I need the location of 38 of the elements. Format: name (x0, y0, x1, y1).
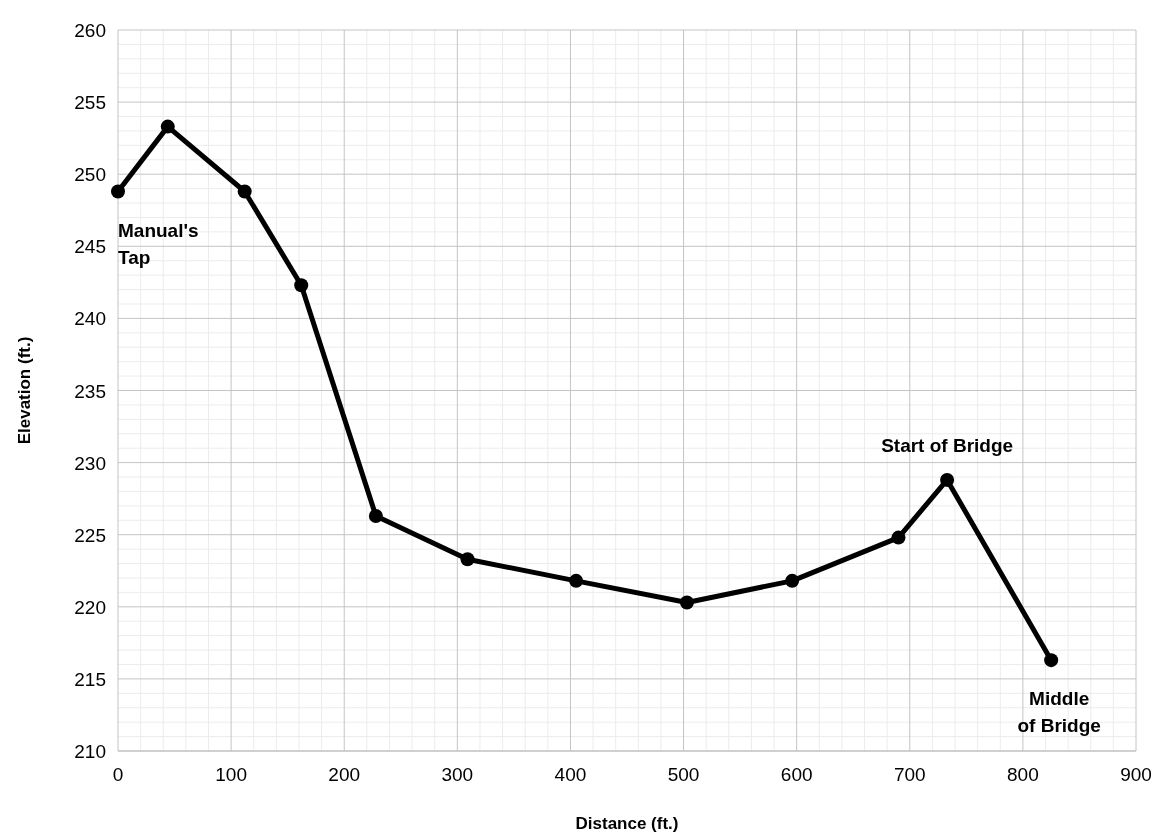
y-axis-title: Elevation (ft.) (15, 336, 34, 445)
x-axis-title: Distance (ft.) (575, 814, 679, 833)
y-tick-label: 220 (74, 596, 106, 618)
point (1044, 653, 1059, 668)
point (940, 472, 955, 487)
y-tick-label: 255 (74, 92, 106, 114)
y-tick-label: 260 (74, 20, 106, 41)
point (460, 552, 475, 567)
point (679, 595, 694, 610)
x-tick-label: 200 (328, 764, 361, 785)
point (294, 278, 309, 293)
annotation: Manual's Tap (118, 219, 199, 268)
annotation: Middle of Bridge (1017, 688, 1101, 737)
point (160, 119, 175, 134)
y-tick-label: 250 (74, 164, 106, 186)
x-tick-label: 500 (667, 764, 700, 785)
annotation: Start of Bridge (881, 434, 1014, 456)
x-tick-label: 300 (441, 764, 474, 785)
y-tick-label: 210 (74, 741, 106, 762)
point (785, 573, 800, 588)
y-tick-label: 235 (74, 380, 106, 402)
x-tick-label: 600 (780, 764, 813, 785)
y-tick-label: 230 (74, 452, 106, 474)
y-tick-label: 225 (74, 524, 106, 546)
x-tick-label: 0 (112, 764, 124, 785)
x-tick-label: 100 (215, 764, 247, 785)
point (111, 184, 125, 199)
x-tick-label: 400 (554, 764, 587, 785)
y-tick-label: 215 (74, 668, 106, 690)
y-tick-label: 245 (74, 236, 106, 258)
x-tick-label: 800 (1007, 764, 1039, 785)
point (569, 573, 584, 588)
x-tick-label: 900 (1120, 764, 1151, 785)
x-tick-label: 700 (893, 764, 926, 785)
point (891, 530, 906, 545)
point (368, 508, 383, 523)
y-tick-label: 240 (74, 308, 106, 330)
point (237, 184, 252, 199)
